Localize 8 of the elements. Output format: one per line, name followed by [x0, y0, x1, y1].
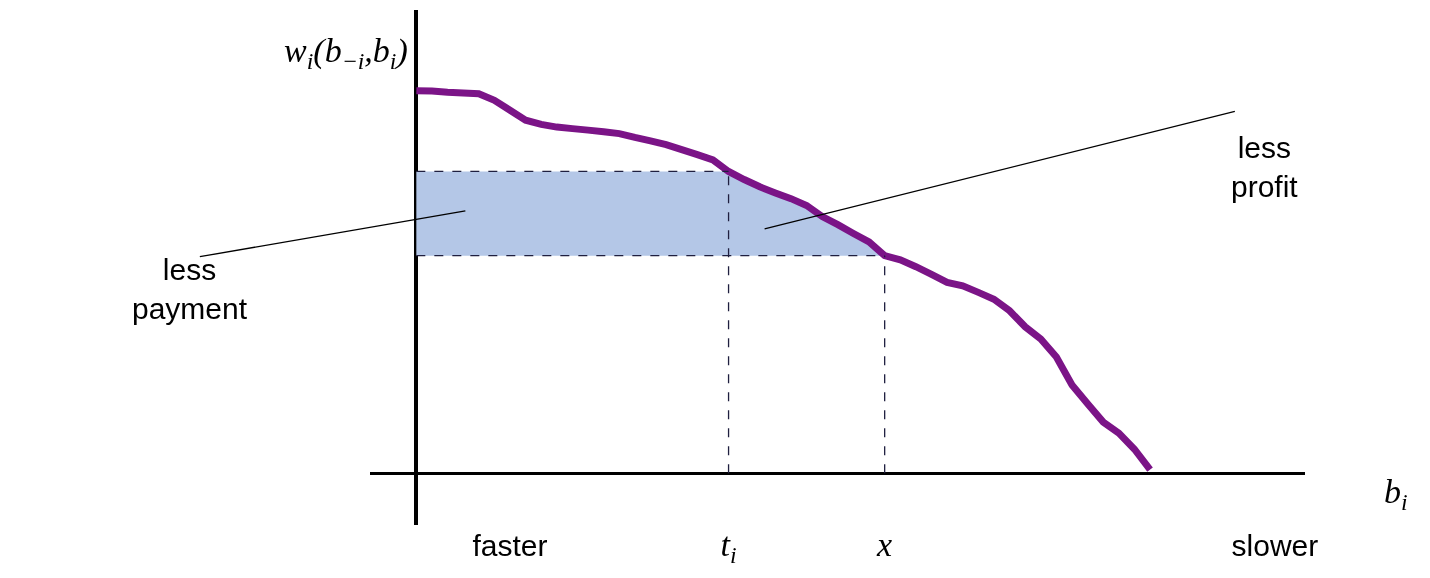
x-tick-label: slower — [1231, 529, 1319, 562]
x-tick-label: t$_{i}$ — [720, 526, 737, 569]
x-tick-label: faster — [472, 529, 548, 562]
x-axis-title: b$_{i}$ — [1384, 473, 1408, 516]
annotation: less profit — [1231, 131, 1299, 203]
x-tick-label: x — [876, 526, 893, 563]
text: less payment — [132, 253, 248, 325]
y-axis-title: w$_{i}$(b$_{−i}$,b$_{i}$) — [284, 32, 408, 75]
